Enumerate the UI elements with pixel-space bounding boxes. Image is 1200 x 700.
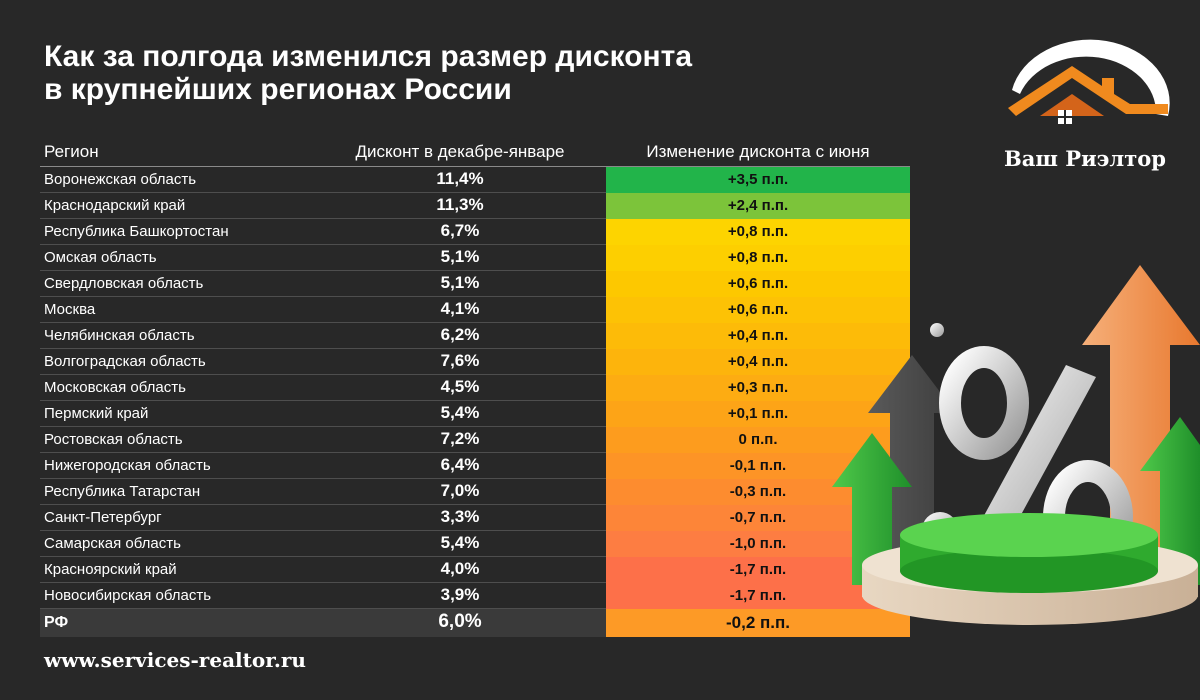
- region-cell: Красноярский край: [44, 561, 177, 578]
- discount-cell: 3,3%: [440, 507, 480, 526]
- title-line-1: Как за полгода изменился размер дисконта: [44, 40, 693, 73]
- change-cell: +0,6 п.п.: [606, 271, 910, 297]
- region-cell: Краснодарский край: [44, 197, 186, 214]
- table-row: Новосибирская область 3,9% -1,7 п.п.: [40, 583, 910, 609]
- discount-cell: 11,4%: [436, 169, 484, 188]
- region-cell: Республика Татарстан: [44, 483, 201, 500]
- discount-cell: 7,0%: [440, 481, 480, 500]
- region-cell: Воронежская область: [44, 171, 197, 188]
- table-row: Волгоградская область 7,6% +0,4 п.п.: [40, 349, 910, 375]
- table-row-total: РФ 6,0% -0,2 п.п.: [40, 609, 910, 637]
- table-row: Омская область 5,1% +0,8 п.п.: [40, 245, 910, 271]
- change-cell: 0 п.п.: [606, 427, 910, 453]
- region-cell: Нижегородская область: [44, 457, 211, 474]
- page-title: Как за полгода изменился размер дисконта…: [44, 40, 804, 106]
- header-discount: Дисконт в декабре-январе: [355, 142, 565, 161]
- discount-cell: 7,2%: [440, 429, 480, 448]
- region-cell: Москва: [44, 301, 96, 318]
- table-row: Свердловская область 5,1% +0,6 п.п.: [40, 271, 910, 297]
- region-cell: Челябинская область: [44, 327, 195, 344]
- header-change: Изменение дисконта с июня: [646, 142, 870, 161]
- percent-growth-icon: [832, 265, 1200, 625]
- region-cell: Республика Башкортостан: [44, 223, 229, 240]
- region-cell: Пермский край: [44, 405, 149, 422]
- region-cell-total: РФ: [44, 614, 69, 631]
- table-row: Московская область 4,5% +0,3 п.п.: [40, 375, 910, 401]
- discount-cell: 3,9%: [440, 585, 480, 604]
- discount-table: Регион Дисконт в декабре-январе Изменени…: [40, 138, 910, 637]
- change-cell: +0,8 п.п.: [606, 219, 910, 245]
- change-cell: +0,1 п.п.: [606, 401, 910, 427]
- discount-cell: 11,3%: [436, 195, 484, 214]
- region-cell: Свердловская область: [44, 275, 204, 292]
- percent-arrows-illustration: [820, 255, 1200, 645]
- discount-cell: 6,7%: [440, 221, 480, 240]
- logo-text: Ваш Риэлтор: [1004, 146, 1166, 171]
- footer-url: www.services-realtor.ru: [44, 648, 306, 672]
- title-line-2: в крупнейших регионах России: [44, 73, 512, 106]
- region-cell: Омская область: [44, 249, 157, 266]
- table-row: Челябинская область 6,2% +0,4 п.п.: [40, 323, 910, 349]
- header-region: Регион: [44, 142, 99, 161]
- change-cell-total: -0,2 п.п.: [606, 609, 910, 637]
- discount-cell: 5,4%: [440, 533, 480, 552]
- change-cell: +0,4 п.п.: [606, 349, 910, 375]
- logo-house-icon: [1008, 39, 1170, 124]
- region-cell: Волгоградская область: [44, 353, 206, 370]
- discount-cell: 5,1%: [440, 273, 480, 292]
- discount-cell: 4,5%: [440, 377, 480, 396]
- discount-cell: 6,4%: [440, 455, 480, 474]
- table-row: Нижегородская область 6,4% -0,1 п.п.: [40, 453, 910, 479]
- table-body: Воронежская область 11,4% +3,5 п.п. Краснод…: [40, 167, 910, 637]
- change-cell: +2,4 п.п.: [606, 193, 910, 219]
- region-cell: Новосибирская область: [44, 587, 212, 604]
- table-row: Самарская область 5,4% -1,0 п.п.: [40, 531, 910, 557]
- change-cell: -1,7 п.п.: [606, 583, 910, 609]
- discount-cell-total: 6,0%: [438, 611, 482, 632]
- discount-cell: 7,6%: [440, 351, 480, 370]
- change-cell: +3,5 п.п.: [606, 167, 910, 193]
- region-cell: Санкт-Петербург: [44, 509, 162, 526]
- table-row: Санкт-Петербург 3,3% -0,7 п.п.: [40, 505, 910, 531]
- region-cell: Московская область: [44, 379, 186, 396]
- logo: Ваш Риэлтор: [990, 28, 1180, 178]
- table-row: Республика Татарстан 7,0% -0,3 п.п.: [40, 479, 910, 505]
- table-row: Красноярский край 4,0% -1,7 п.п.: [40, 557, 910, 583]
- table-row: Республика Башкортостан 6,7% +0,8 п.п.: [40, 219, 910, 245]
- change-cell: +0,4 п.п.: [606, 323, 910, 349]
- change-cell: +0,3 п.п.: [606, 375, 910, 401]
- discount-cell: 5,4%: [440, 403, 480, 422]
- table-row: Москва 4,1% +0,6 п.п.: [40, 297, 910, 323]
- change-cell: +0,8 п.п.: [606, 245, 910, 271]
- table-row: Ростовская область 7,2% 0 п.п.: [40, 427, 910, 453]
- table-row: Пермский край 5,4% +0,1 п.п.: [40, 401, 910, 427]
- region-cell: Ростовская область: [44, 431, 183, 448]
- discount-cell: 5,1%: [440, 247, 480, 266]
- table-row: Краснодарский край 11,3% +2,4 п.п.: [40, 193, 910, 219]
- table-header: Регион Дисконт в декабре-январе Изменени…: [40, 138, 910, 167]
- region-cell: Самарская область: [44, 535, 181, 552]
- discount-cell: 4,0%: [440, 559, 480, 578]
- discount-cell: 6,2%: [440, 325, 480, 344]
- table-row: Воронежская область 11,4% +3,5 п.п.: [40, 167, 910, 193]
- change-cell: +0,6 п.п.: [606, 297, 910, 323]
- discount-cell: 4,1%: [440, 299, 480, 318]
